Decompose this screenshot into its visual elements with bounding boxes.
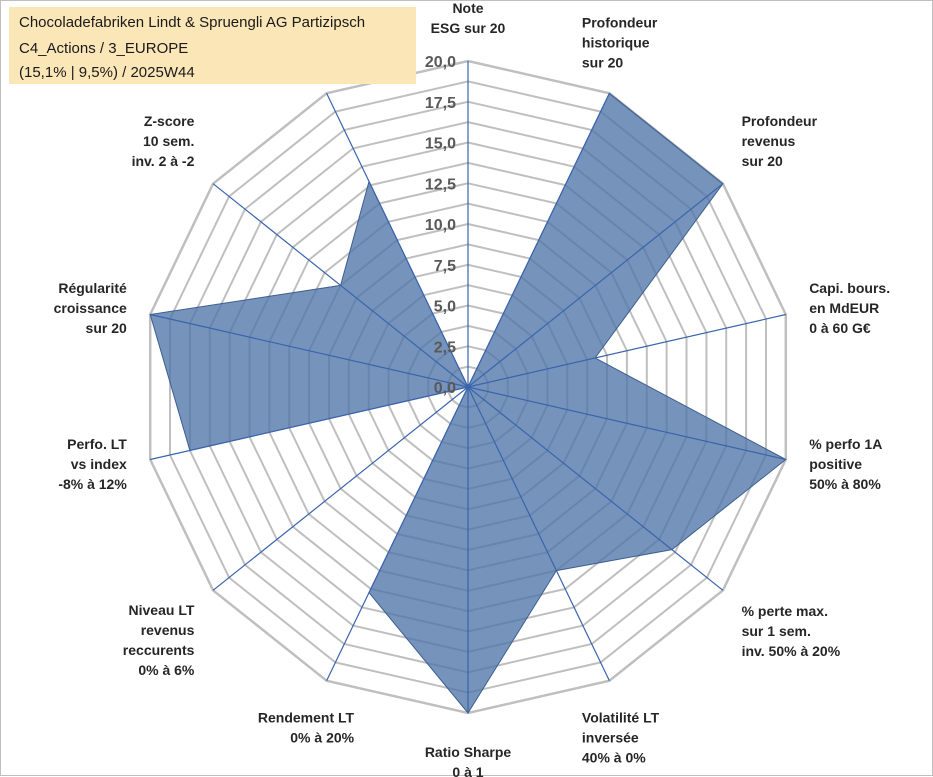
- axis-label: Rendement LT 0% à 20%: [258, 709, 355, 745]
- axis-label-line: Régularité: [58, 280, 127, 296]
- axis-label-line: Capi. bours.: [809, 280, 890, 296]
- axis-label-line: sur 20: [582, 55, 623, 71]
- axis-label-line: Ratio Sharpe: [425, 744, 512, 760]
- axis-label-line: inv. 2 à -2: [132, 153, 195, 169]
- axis-spoke: [212, 183, 469, 388]
- axis-label-line: inversée: [582, 729, 639, 745]
- tick-label: 10,0: [425, 217, 456, 234]
- axis-label-line: % perfo 1A: [809, 436, 882, 452]
- axis-spoke: [212, 386, 469, 591]
- axis-label: Volatilité LT inversée 40% à 0%: [582, 709, 660, 765]
- axis-label-line: 10 sem.: [143, 133, 194, 149]
- radial-tick-labels: 0,0 2,5 5,0 7,5 10,0 12,5 15,0 17,5 20,0: [425, 54, 456, 397]
- axis-label-line: revenus: [141, 622, 195, 638]
- axis-label-line: Profondeur: [582, 15, 658, 31]
- chart-subtitle-stats: (15,1% | 9,5%) / 2025W44: [19, 64, 195, 81]
- axis-label-line: ESG sur 20: [431, 20, 506, 36]
- axis-label-line: % perte max.: [742, 603, 828, 619]
- axis-label-line: historique: [582, 35, 650, 51]
- axis-spoke: [326, 386, 469, 681]
- axis-label-line: 50% à 80%: [809, 476, 881, 492]
- axis-label: Profondeur revenus sur 20: [742, 113, 818, 169]
- axis-label-line: positive: [809, 456, 862, 472]
- axis-label-line: 0 à 60 G€: [809, 320, 871, 336]
- axis-spoke: [150, 313, 469, 388]
- axis-label-line: sur 20: [86, 320, 127, 336]
- radar-series: [149, 61, 787, 714]
- axis-label-line: Niveau LT: [129, 602, 195, 618]
- axis-label-line: Rendement LT: [258, 709, 355, 725]
- axis-label: Niveau LT revenus reccurents 0% à 6%: [123, 602, 195, 678]
- axis-label-line: croissance: [54, 300, 127, 316]
- axis-spoke: [467, 386, 724, 591]
- axis-label: % perfo 1A positive 50% à 80%: [809, 436, 882, 492]
- axis-label-line: reccurents: [123, 642, 195, 658]
- axis-spoke: [467, 313, 786, 388]
- tick-label: 12,5: [425, 176, 456, 193]
- axis-label: Régularité croissance sur 20: [54, 280, 127, 336]
- axis-label-line: Z-score: [144, 113, 195, 129]
- axis-label-line: Perfo. LT: [67, 436, 127, 452]
- tick-label: 5,0: [434, 299, 456, 316]
- axis-label-line: sur 1 sem.: [742, 623, 811, 639]
- axis-label-line: vs index: [71, 456, 127, 472]
- axis-label-line: inv. 50% à 20%: [742, 643, 841, 659]
- axis-label: Profondeur historique sur 20: [582, 15, 658, 71]
- chart-subtitle-category: C4_Actions / 3_EUROPE: [19, 40, 189, 57]
- axis-label: Note ESG sur 20: [431, 1, 506, 36]
- axis-label-line: 0% à 20%: [290, 729, 354, 745]
- axis-spoke: [467, 183, 724, 388]
- axis-label-line: Volatilité LT: [582, 709, 660, 725]
- tick-label: 17,5: [425, 95, 456, 112]
- axis-label: Ratio Sharpe 0 à 1: [425, 744, 512, 777]
- axis-label-line: sur 20: [742, 153, 783, 169]
- axis-labels: Note ESG sur 20 Profondeur historique sur 20…: [54, 1, 890, 777]
- axis-label-line: 0 à 1: [452, 764, 483, 777]
- axis-spoke: [467, 93, 610, 388]
- axis-label-line: revenus: [742, 133, 796, 149]
- axis-spoke: [326, 93, 469, 388]
- tick-label: 15,0: [425, 136, 456, 153]
- tick-label: 2,5: [434, 339, 456, 356]
- tick-label: 20,0: [425, 54, 456, 71]
- chart-title: Chocoladefabriken Lindt & Spruengli AG P…: [19, 14, 366, 31]
- chart-title-box: Chocoladefabriken Lindt & Spruengli AG P…: [9, 7, 416, 84]
- axis-label: Z-score 10 sem. inv. 2 à -2: [132, 113, 195, 169]
- axis-label: % perte max. sur 1 sem. inv. 50% à 20%: [742, 603, 841, 659]
- axis-label-line: -8% à 12%: [58, 476, 127, 492]
- axis-label-line: Note: [452, 1, 483, 16]
- axis-spoke: [467, 386, 610, 681]
- tick-label: 0,0: [434, 380, 456, 397]
- axis-label-line: Profondeur: [742, 113, 818, 129]
- axis-spoke: [467, 386, 786, 461]
- axis-label: Perfo. LT vs index -8% à 12%: [58, 436, 127, 492]
- axis-label: Capi. bours. en MdEUR 0 à 60 G€: [809, 280, 890, 336]
- axis-label-line: 40% à 0%: [582, 749, 646, 765]
- axis-label-line: 0% à 6%: [138, 662, 195, 678]
- axis-spoke: [150, 386, 469, 461]
- tick-label: 7,5: [434, 258, 456, 275]
- axis-label-line: en MdEUR: [809, 300, 879, 316]
